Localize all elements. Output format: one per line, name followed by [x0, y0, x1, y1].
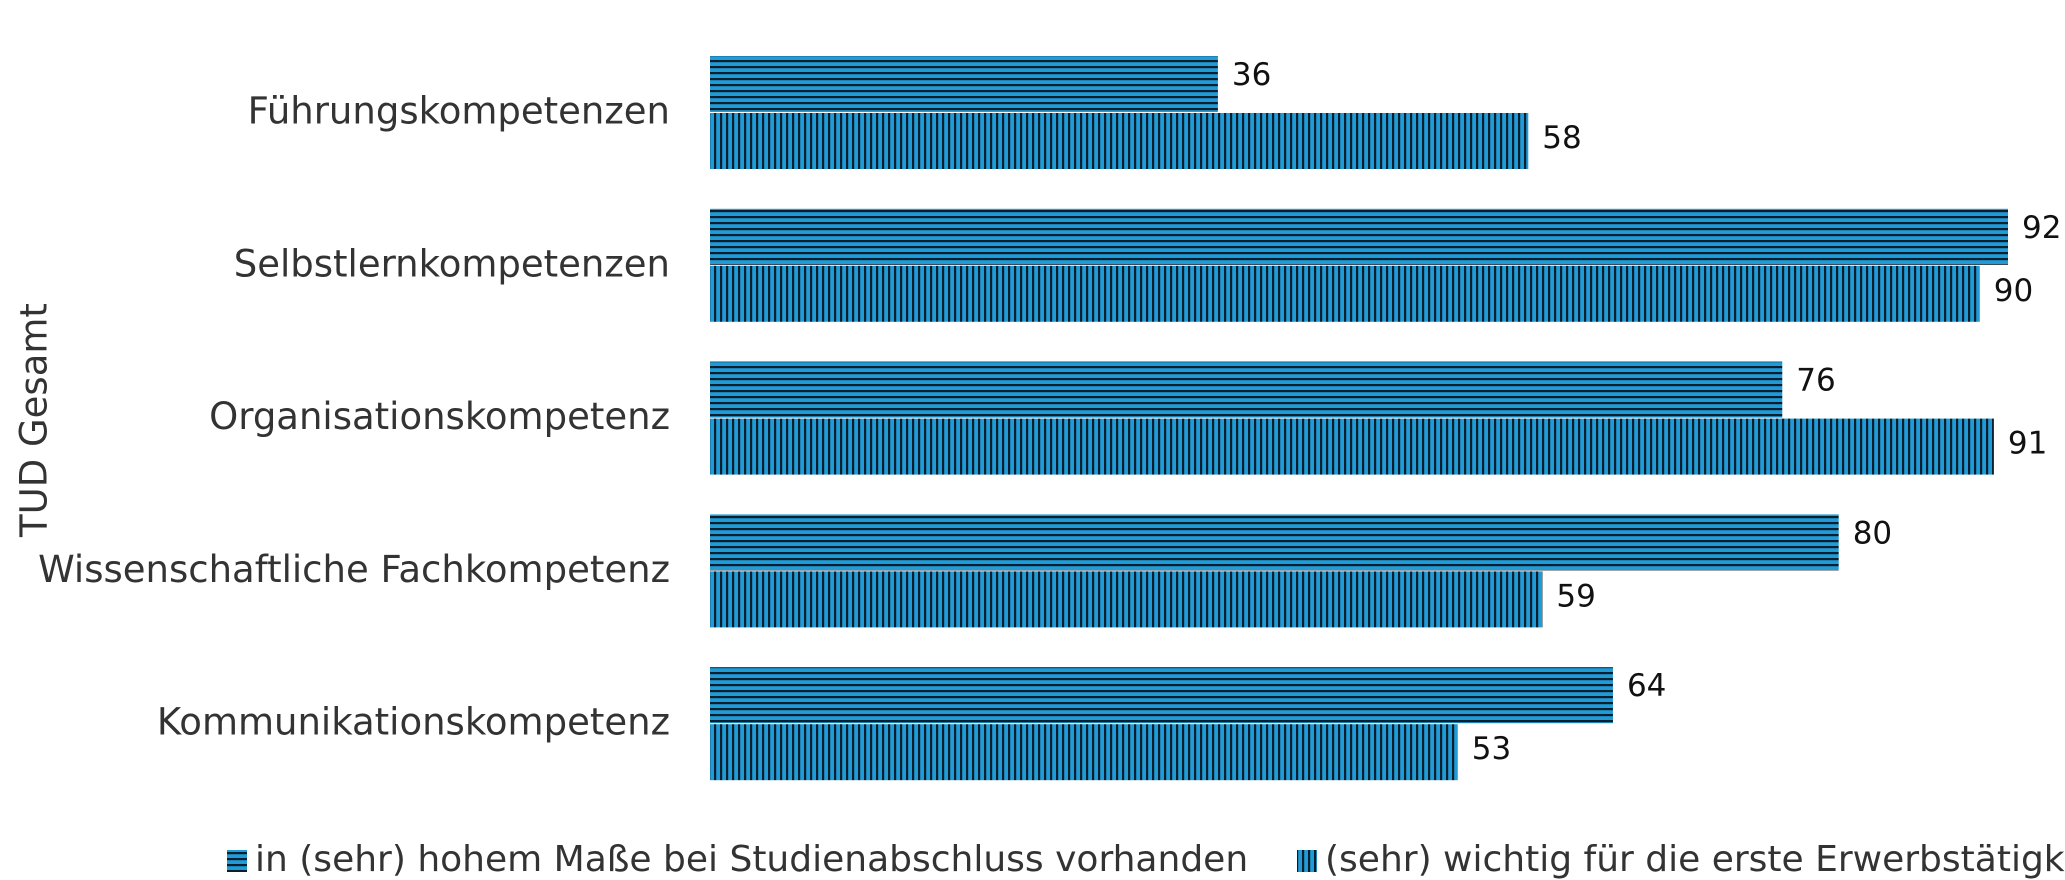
category-label: Wissenschaftliche Fachkompetenz	[38, 548, 670, 591]
category-label: Kommunikationskompetenz	[157, 701, 670, 744]
category-label: Selbstlernkompetenzen	[234, 242, 670, 285]
value-label: 53	[1472, 731, 1511, 767]
bar	[710, 113, 1529, 169]
legend-swatch	[1297, 850, 1317, 872]
legend-label: in (sehr) hohem Maße bei Studienabschlus…	[255, 839, 1248, 880]
category-label: Organisationskompetenz	[209, 395, 670, 438]
bar	[710, 724, 1458, 781]
y-axis-title: TUD Gesamt	[13, 303, 56, 538]
bar	[710, 667, 1613, 724]
value-label: 36	[1232, 57, 1271, 93]
legend-label: (sehr) wichtig für die erste Erwerbstäti…	[1325, 839, 2065, 880]
category-label: Führungskompetenzen	[248, 90, 670, 133]
value-label: 80	[1853, 515, 1892, 551]
bar	[710, 208, 2008, 265]
legend-swatch	[227, 850, 247, 872]
value-label: 76	[1796, 363, 1835, 399]
value-label: 58	[1542, 120, 1581, 156]
value-label: 92	[2022, 210, 2061, 246]
value-label: 91	[2008, 426, 2047, 462]
bar	[710, 418, 1994, 475]
value-label: 90	[1994, 273, 2033, 309]
value-label: 59	[1556, 578, 1595, 614]
bar	[710, 56, 1218, 112]
bar	[710, 514, 1839, 571]
value-label: 64	[1627, 668, 1666, 704]
bar	[710, 571, 1543, 628]
bar	[710, 265, 1980, 322]
bar	[710, 361, 1783, 418]
